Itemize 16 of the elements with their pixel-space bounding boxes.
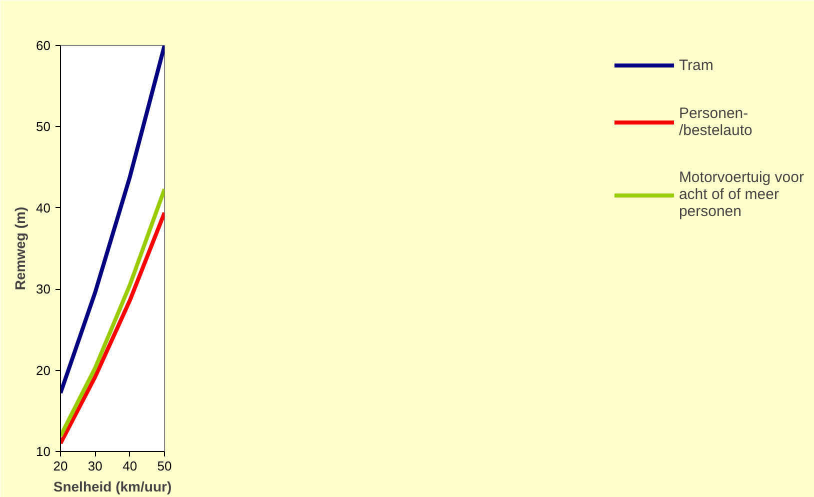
y-axis-title: Remweg (m): [12, 206, 28, 290]
line-series: [60, 46, 164, 396]
x-tick-label: 40: [122, 458, 138, 474]
legend-label: Motorvoertuig voor acht of of meer personen: [678, 169, 804, 220]
y-tick-label: 20: [36, 362, 51, 378]
legend-label: Personen-/bestelauto: [678, 105, 752, 139]
x-tick-label: 50: [157, 458, 172, 474]
y-tick-label: 60: [36, 38, 51, 53]
y-tick-label: 40: [36, 200, 51, 216]
y-tick-label: 50: [36, 119, 51, 134]
x-axis-title: Snelheid (km/uur): [53, 478, 172, 494]
y-tick-label: 30: [36, 282, 51, 297]
legend-label: Tram: [678, 56, 714, 75]
y-tick-label: 10: [36, 444, 51, 459]
x-tick-label: 20: [53, 458, 68, 474]
x-tick-label: 30: [88, 458, 102, 474]
